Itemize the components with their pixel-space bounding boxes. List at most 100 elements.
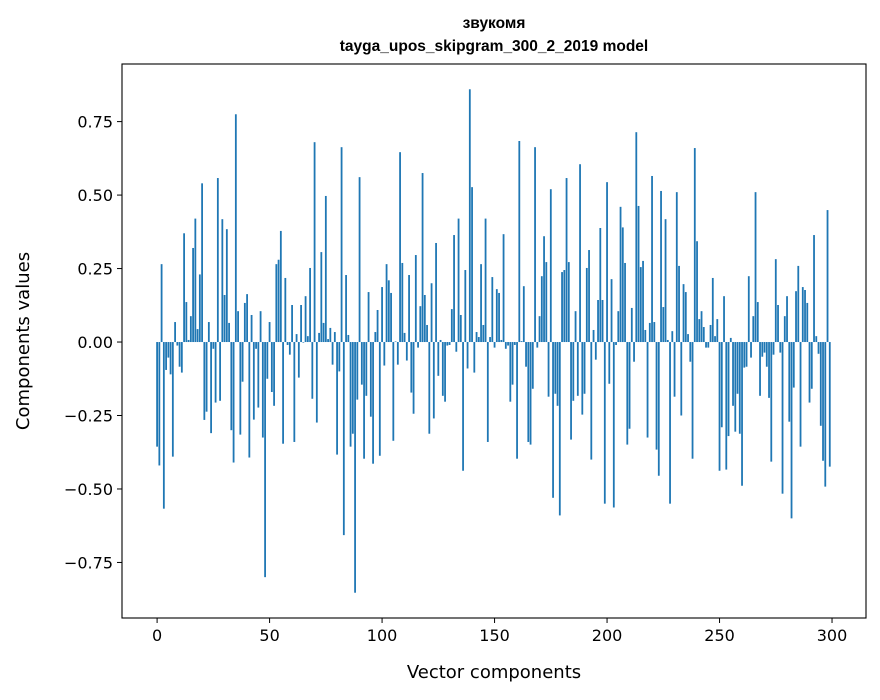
bar-258 xyxy=(736,342,739,394)
bar-204 xyxy=(615,342,617,345)
bar-272 xyxy=(768,342,770,398)
bar-27 xyxy=(216,178,219,343)
bar-120 xyxy=(426,324,428,343)
bars-group xyxy=(156,89,831,593)
bar-235 xyxy=(684,292,687,343)
bar-200 xyxy=(606,182,608,343)
bar-203 xyxy=(612,342,615,508)
bar-273 xyxy=(770,342,773,462)
bar-59 xyxy=(288,342,291,355)
bar-57 xyxy=(284,277,287,343)
bar-242 xyxy=(700,311,703,343)
bar-264 xyxy=(750,342,752,358)
bar-157 xyxy=(509,342,512,402)
bar-280 xyxy=(786,296,788,343)
bar-231 xyxy=(675,192,678,343)
bar-275 xyxy=(774,259,777,343)
bar-130 xyxy=(448,342,451,345)
bar-161 xyxy=(518,141,521,343)
bar-5 xyxy=(167,342,170,358)
bar-286 xyxy=(799,342,802,447)
bar-33 xyxy=(230,342,233,431)
bar-237 xyxy=(689,342,692,362)
y-axis: −0.75 −0.50 −0.25 0.00 0.25 0.50 0.75 xyxy=(64,113,122,572)
bar-61 xyxy=(293,342,296,442)
bar-102 xyxy=(385,264,388,343)
bar-182 xyxy=(565,178,568,343)
bar-134 xyxy=(457,218,460,343)
bar-210 xyxy=(628,342,631,429)
x-tick-label: 150 xyxy=(479,626,510,645)
bar-55 xyxy=(279,230,282,343)
bar-156 xyxy=(507,342,509,346)
bar-90 xyxy=(358,177,361,343)
bar-144 xyxy=(480,264,482,343)
bar-125 xyxy=(437,342,440,376)
bar-267 xyxy=(756,302,759,343)
bar-47 xyxy=(261,342,264,438)
bar-299 xyxy=(828,342,831,467)
bar-70 xyxy=(313,142,316,343)
bar-52 xyxy=(273,342,275,406)
bar-63 xyxy=(297,342,300,378)
bar-65 xyxy=(302,342,305,343)
bar-62 xyxy=(295,334,298,343)
bar-158 xyxy=(511,342,514,385)
bar-72 xyxy=(318,332,320,343)
bar-111 xyxy=(405,342,408,361)
bar-15 xyxy=(189,316,192,343)
bar-133 xyxy=(455,342,458,352)
bar-225 xyxy=(662,307,665,343)
bar-145 xyxy=(482,324,485,343)
bar-243 xyxy=(702,327,705,343)
bar-167 xyxy=(531,342,534,389)
bar-261 xyxy=(743,342,746,368)
bar-184 xyxy=(570,342,572,440)
bar-29 xyxy=(221,219,224,343)
bar-230 xyxy=(673,342,676,397)
bar-92 xyxy=(363,342,365,459)
bar-240 xyxy=(696,241,698,343)
bar-159 xyxy=(513,342,516,345)
bar-96 xyxy=(372,342,374,464)
bar-6 xyxy=(169,342,172,375)
bar-82 xyxy=(340,147,343,343)
bar-234 xyxy=(682,284,685,343)
bar-229 xyxy=(671,331,674,343)
bar-138 xyxy=(466,342,469,369)
bar-76 xyxy=(327,339,329,343)
bar-250 xyxy=(718,342,721,471)
bar-54 xyxy=(277,259,280,343)
bar-117 xyxy=(419,306,422,343)
bar-113 xyxy=(410,342,413,393)
bar-13 xyxy=(185,302,188,343)
bar-195 xyxy=(594,342,597,360)
bar-39 xyxy=(243,302,246,343)
bar-188 xyxy=(579,164,581,343)
bar-298 xyxy=(826,210,829,343)
bar-41 xyxy=(248,342,251,458)
bar-214 xyxy=(637,205,640,343)
bar-17 xyxy=(194,218,197,343)
bar-1 xyxy=(158,342,161,466)
bar-178 xyxy=(556,342,559,406)
bar-103 xyxy=(387,280,390,343)
bar-208 xyxy=(624,262,626,343)
bar-176 xyxy=(552,342,554,498)
bar-259 xyxy=(738,342,741,434)
bar-51 xyxy=(270,342,273,392)
bar-160 xyxy=(516,342,518,459)
bar-206 xyxy=(619,206,622,343)
bar-266 xyxy=(754,192,757,343)
bar-222 xyxy=(655,342,658,450)
bar-38 xyxy=(241,342,244,382)
bar-152 xyxy=(498,292,500,343)
bar-0 xyxy=(156,342,158,447)
bar-179 xyxy=(558,342,561,516)
bar-181 xyxy=(563,270,566,343)
bar-292 xyxy=(813,235,815,343)
bar-236 xyxy=(687,334,689,343)
bar-31 xyxy=(225,229,228,343)
bar-101 xyxy=(383,342,386,366)
x-tick-label: 200 xyxy=(592,626,623,645)
